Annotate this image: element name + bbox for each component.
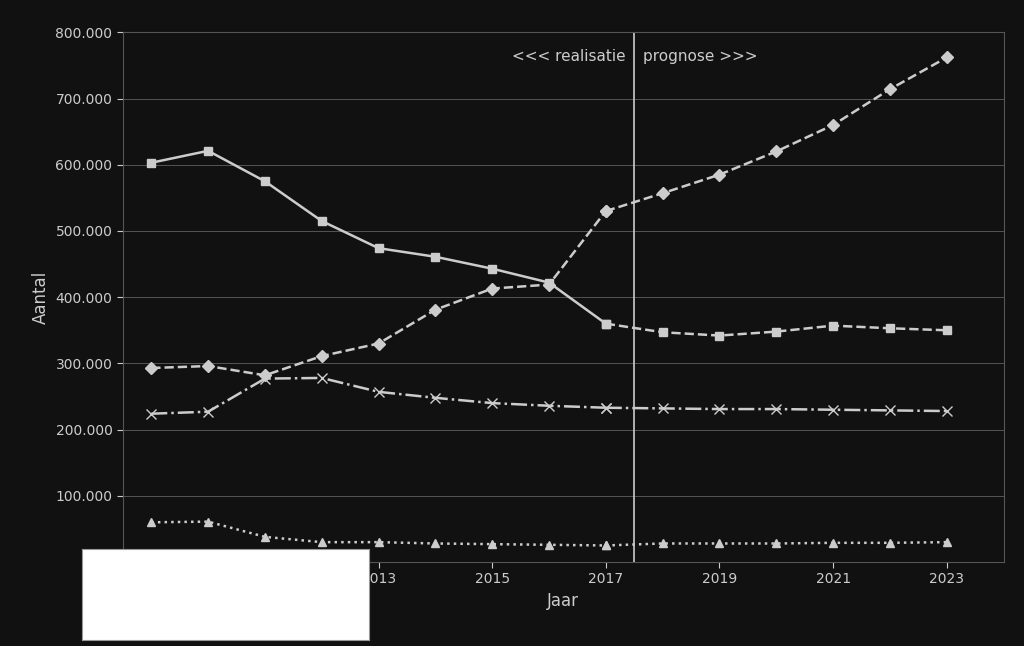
- Y-axis label: Aantal: Aantal: [32, 271, 50, 324]
- Text: prognose >>>: prognose >>>: [643, 49, 757, 64]
- X-axis label: Jaar: Jaar: [547, 592, 580, 610]
- Text: <<< realisatie: <<< realisatie: [512, 49, 626, 64]
